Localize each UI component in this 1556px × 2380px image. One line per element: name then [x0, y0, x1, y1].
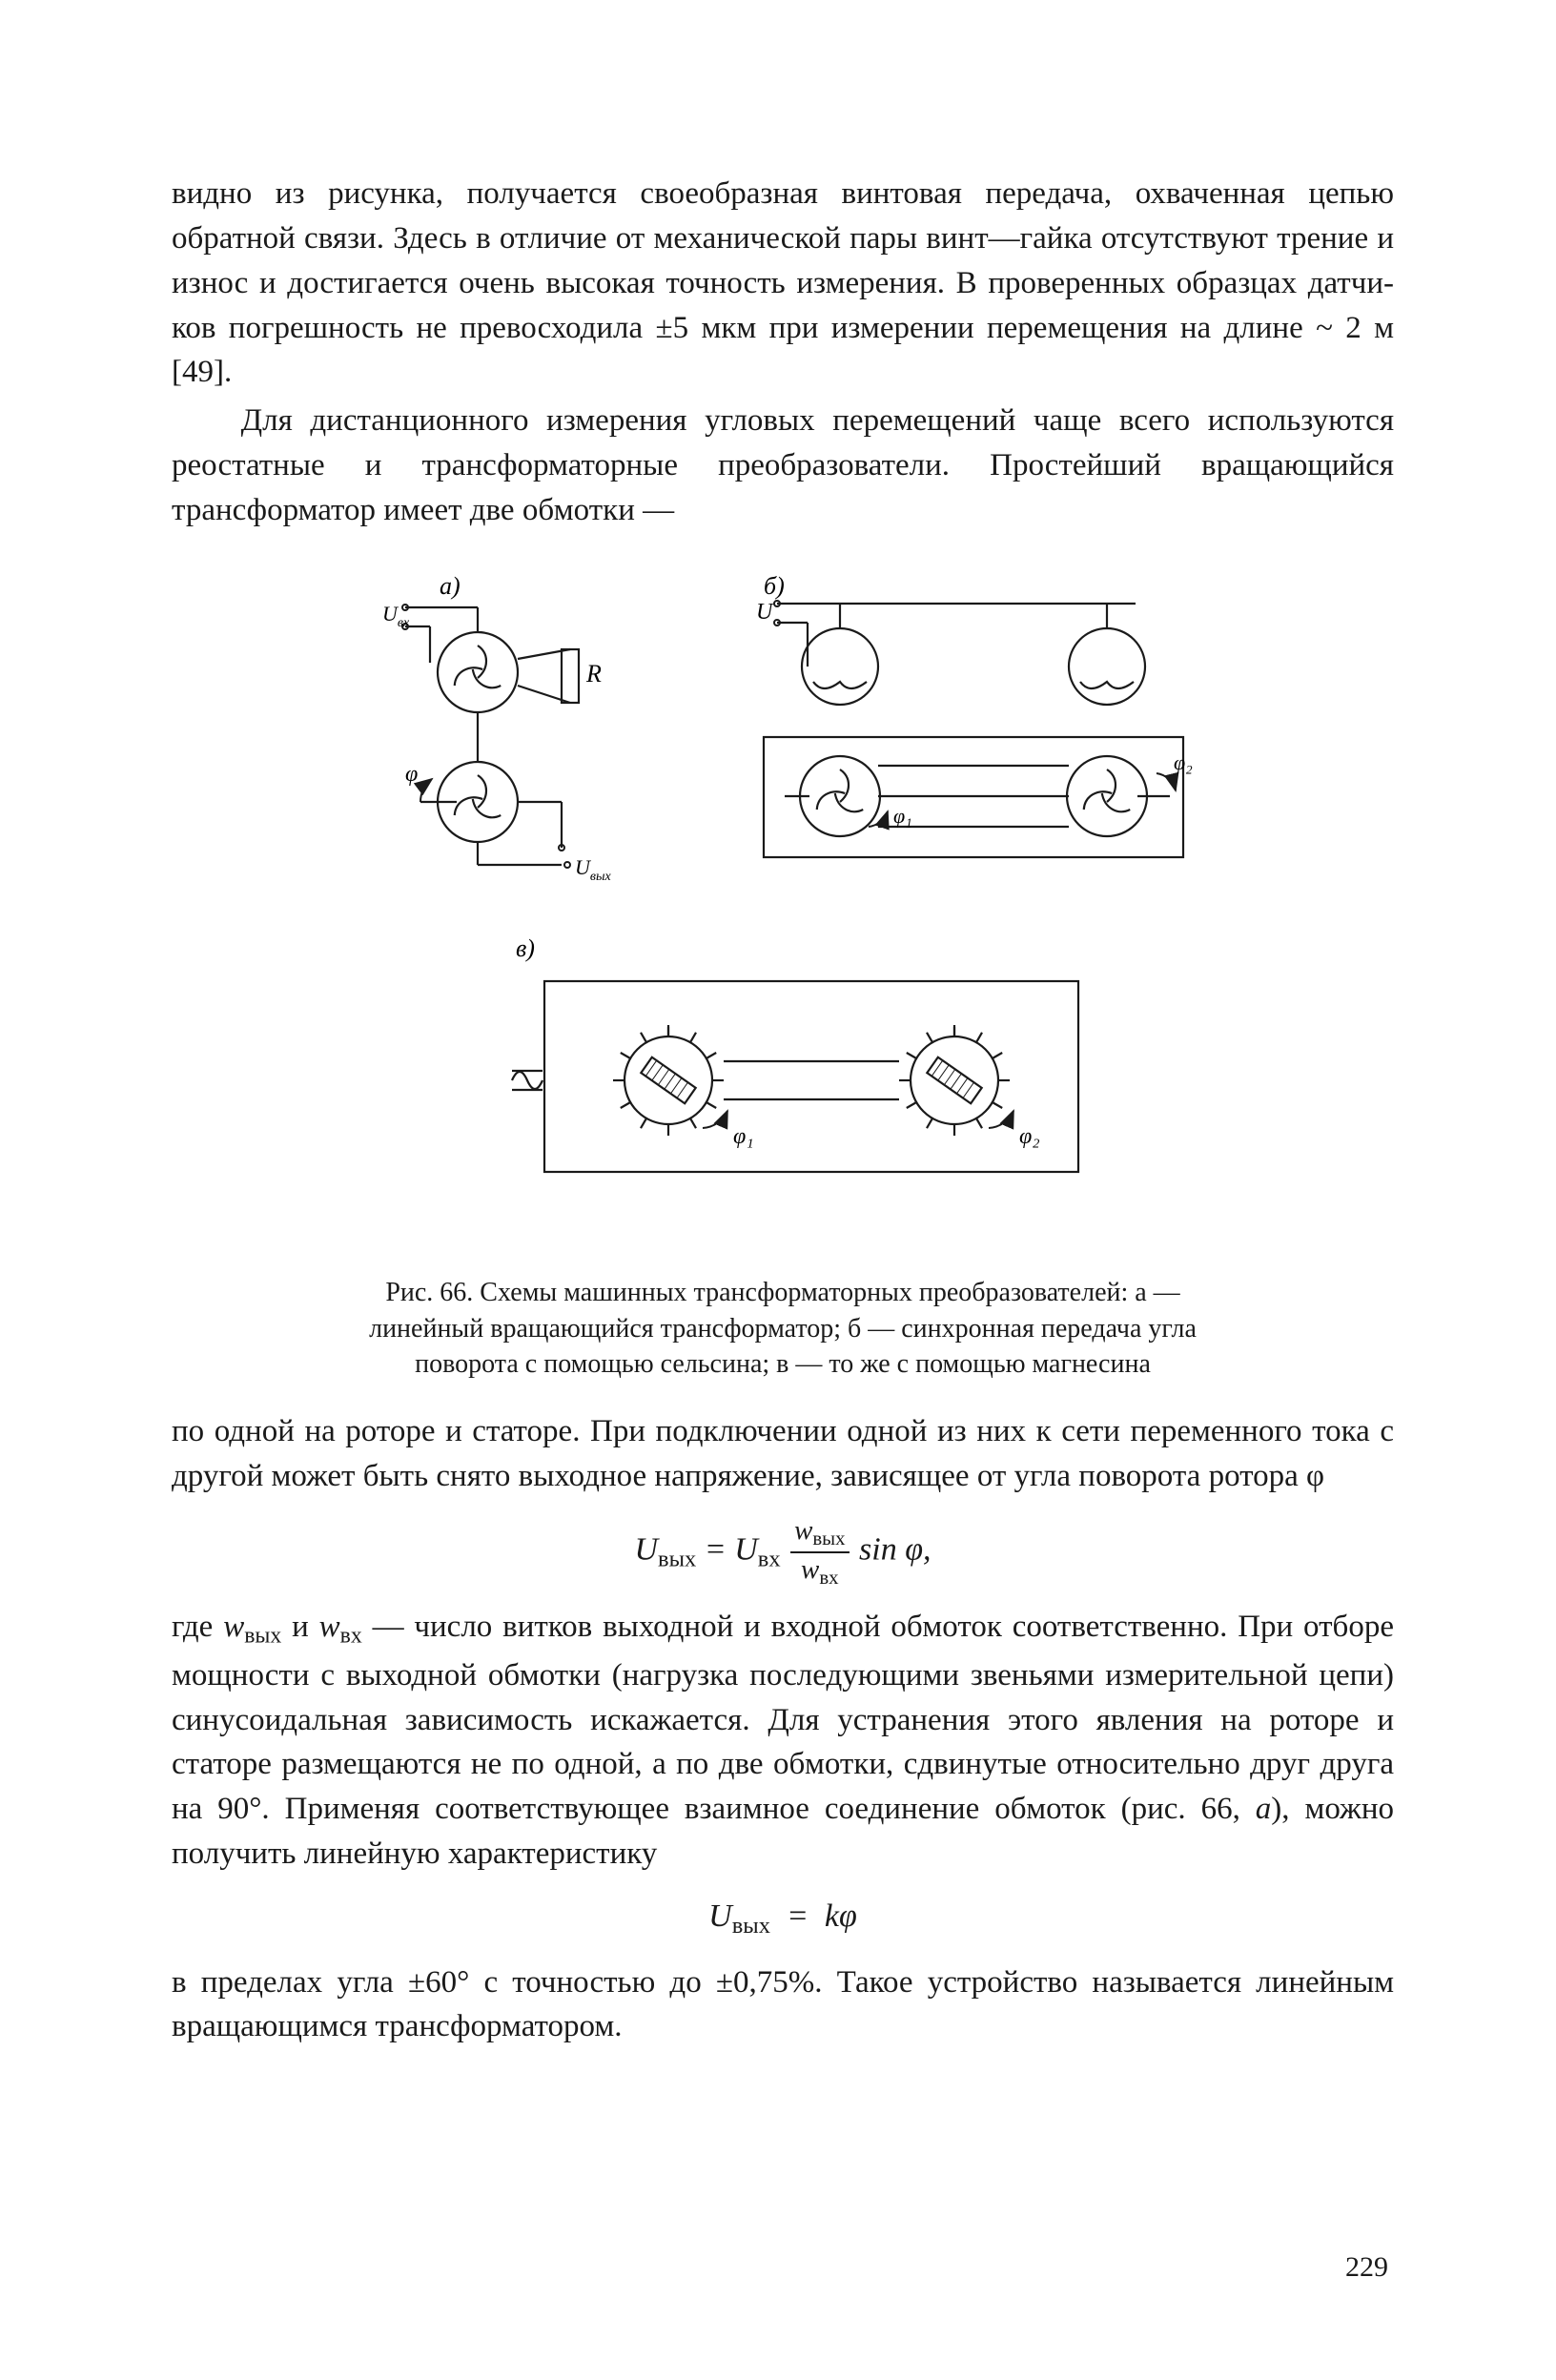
paragraph-1: видно из рисунка, получается своеобразна…: [172, 172, 1394, 395]
paragraph-4: где wвых и wвх — число витков выходной и…: [172, 1605, 1394, 1877]
fig-label-b: б): [764, 572, 785, 600]
book-page: видно из рисунка, получается своеобразна…: [0, 0, 1556, 2380]
label-phi1-v: φ₁: [733, 1124, 754, 1149]
fig-label-v: в): [516, 934, 535, 962]
label-phi2-v: φ₂: [1019, 1124, 1040, 1149]
formula-1-sin: sin φ,: [859, 1531, 932, 1567]
figure-66: a) Uвх R: [172, 556, 1394, 1383]
label-R: R: [585, 660, 602, 687]
paragraph-3: по одной на роторе и статоре. При подклю…: [172, 1409, 1394, 1499]
label-phi1-b: φ₁: [893, 804, 912, 828]
figure-panel-a: a) Uвх R: [382, 572, 611, 884]
page-number: 229: [1345, 2247, 1388, 2288]
paragraph-2: Для дистанционного измерения угловых пер…: [172, 399, 1394, 533]
figure-panel-v: в) φ₁ φ₂: [512, 934, 1078, 1172]
label-U-b: U: [756, 600, 774, 625]
figure-panel-b: б) U: [756, 572, 1193, 857]
paragraph-5: в пределах угла ±60° с точностью до ±0,7…: [172, 1960, 1394, 2050]
figure-66-svg: a) Uвх R: [316, 556, 1250, 1262]
formula-2: Uвых = kφ: [172, 1894, 1394, 1943]
label-uout: Uвых: [575, 855, 611, 884]
formula-1: Uвых = Uвх wвых wвх sin φ,: [172, 1516, 1394, 1588]
label-phi2-b: φ₂: [1174, 750, 1193, 774]
fig-label-a: a): [440, 572, 461, 600]
label-phi-a: φ: [405, 762, 418, 787]
figure-66-caption: Рис. 66. Схемы машинных трансформаторных…: [363, 1275, 1202, 1383]
